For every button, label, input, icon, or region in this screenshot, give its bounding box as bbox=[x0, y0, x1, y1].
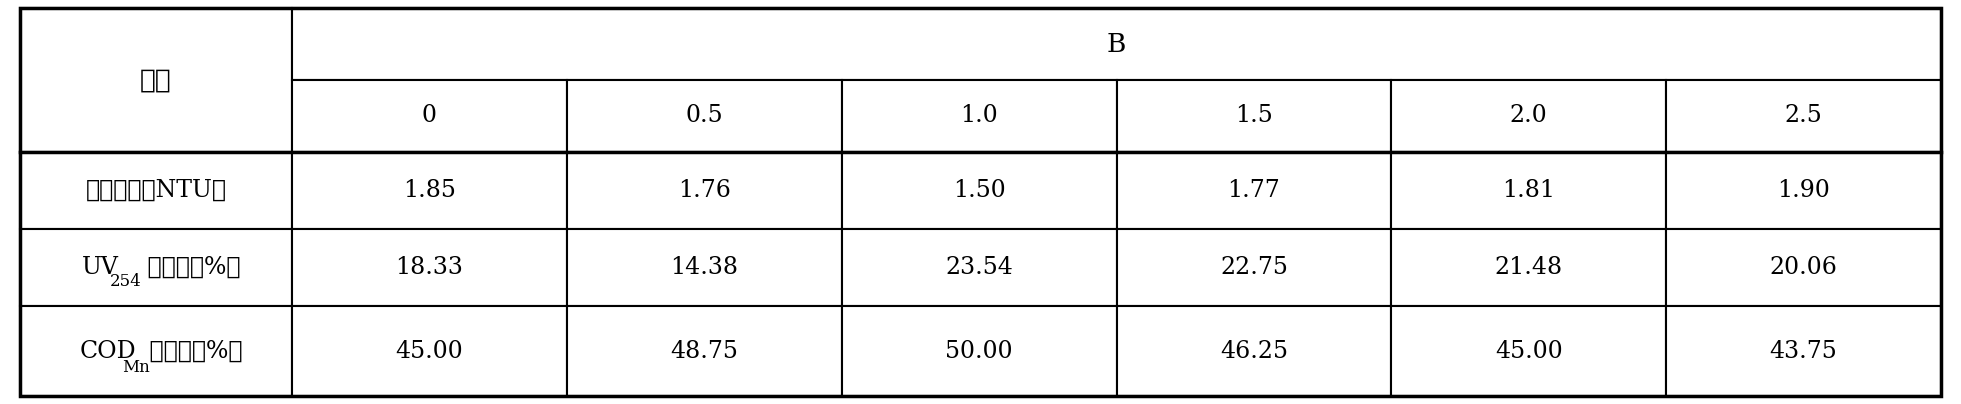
Text: 254: 254 bbox=[110, 273, 141, 290]
Text: 1.5: 1.5 bbox=[1235, 105, 1273, 128]
Text: B: B bbox=[1106, 32, 1126, 57]
Text: 1.85: 1.85 bbox=[402, 179, 455, 202]
Bar bbox=[1667, 229, 1941, 306]
Text: 2.0: 2.0 bbox=[1510, 105, 1547, 128]
Bar bbox=[841, 152, 1116, 229]
Text: 0: 0 bbox=[422, 105, 437, 128]
Text: 23.54: 23.54 bbox=[945, 256, 1014, 279]
Text: 1.90: 1.90 bbox=[1777, 179, 1830, 202]
Bar bbox=[567, 306, 841, 396]
Text: 21.48: 21.48 bbox=[1494, 256, 1563, 279]
Text: 剩余浊度（NTU）: 剩余浊度（NTU） bbox=[86, 179, 227, 202]
Bar bbox=[1667, 80, 1941, 152]
Bar bbox=[1116, 306, 1392, 396]
Bar bbox=[567, 152, 841, 229]
Text: 45.00: 45.00 bbox=[1494, 339, 1563, 362]
Bar bbox=[20, 229, 292, 306]
Text: 去除率（%）: 去除率（%） bbox=[139, 256, 239, 279]
Bar bbox=[1392, 80, 1667, 152]
Bar bbox=[841, 306, 1116, 396]
Text: 48.75: 48.75 bbox=[671, 339, 737, 362]
Text: UV: UV bbox=[82, 256, 118, 279]
Bar bbox=[567, 229, 841, 306]
Text: 43.75: 43.75 bbox=[1769, 339, 1837, 362]
Text: 1.77: 1.77 bbox=[1228, 179, 1281, 202]
Bar bbox=[841, 229, 1116, 306]
Bar bbox=[841, 80, 1116, 152]
Bar bbox=[1116, 152, 1392, 229]
Bar bbox=[1392, 229, 1667, 306]
Bar bbox=[1116, 80, 1392, 152]
Bar bbox=[292, 152, 567, 229]
Text: 45.00: 45.00 bbox=[396, 339, 463, 362]
Bar bbox=[1116, 229, 1392, 306]
Text: 18.33: 18.33 bbox=[396, 256, 463, 279]
Text: Mn: Mn bbox=[122, 359, 149, 376]
Bar bbox=[20, 8, 292, 152]
Text: 50.00: 50.00 bbox=[945, 339, 1014, 362]
Bar bbox=[292, 229, 567, 306]
Bar bbox=[292, 306, 567, 396]
Text: 22.75: 22.75 bbox=[1220, 256, 1288, 279]
Bar bbox=[292, 8, 1941, 80]
Text: 指标: 指标 bbox=[139, 67, 173, 93]
Text: 20.06: 20.06 bbox=[1769, 256, 1837, 279]
Text: 1.81: 1.81 bbox=[1502, 179, 1555, 202]
Bar bbox=[567, 80, 841, 152]
Text: 去除率（%）: 去除率（%） bbox=[141, 339, 243, 362]
Bar bbox=[1667, 306, 1941, 396]
Bar bbox=[292, 80, 567, 152]
Text: 1.0: 1.0 bbox=[961, 105, 998, 128]
Bar bbox=[1667, 152, 1941, 229]
Bar bbox=[1392, 306, 1667, 396]
Text: 14.38: 14.38 bbox=[671, 256, 737, 279]
Text: COD: COD bbox=[78, 339, 135, 362]
Text: 1.76: 1.76 bbox=[679, 179, 731, 202]
Bar bbox=[20, 152, 292, 229]
Text: 0.5: 0.5 bbox=[686, 105, 724, 128]
Text: 2.5: 2.5 bbox=[1785, 105, 1822, 128]
Text: 46.25: 46.25 bbox=[1220, 339, 1288, 362]
Bar bbox=[20, 306, 292, 396]
Text: 1.50: 1.50 bbox=[953, 179, 1006, 202]
Bar bbox=[1392, 152, 1667, 229]
